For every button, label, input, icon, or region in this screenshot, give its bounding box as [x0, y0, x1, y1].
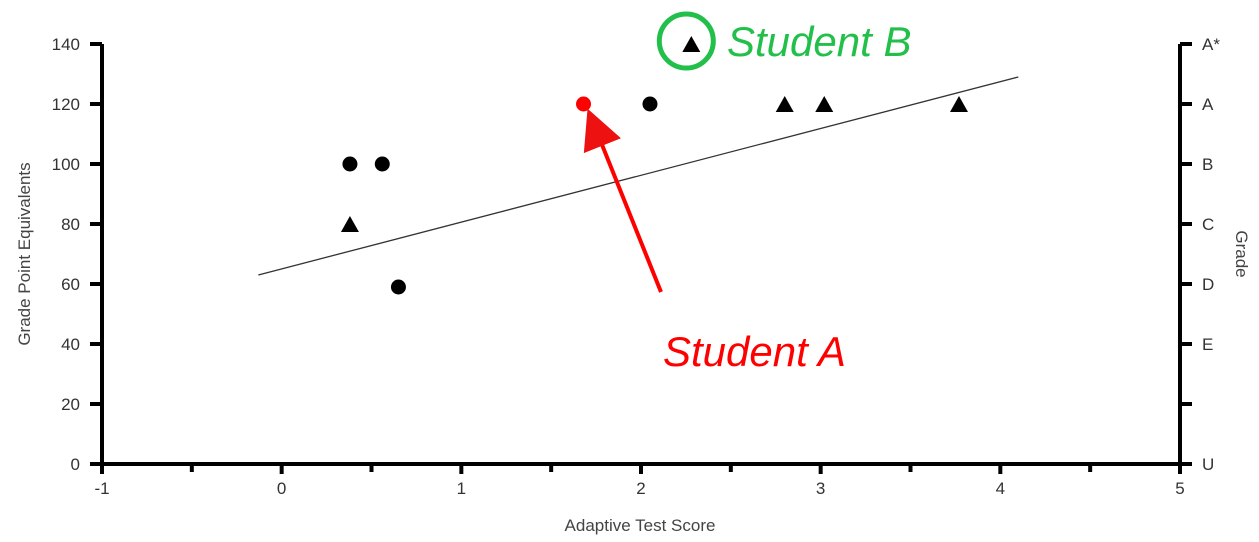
x-tick-label: 2 [636, 479, 645, 498]
x-tick-label: 0 [277, 479, 286, 498]
data-point-circle [576, 96, 592, 112]
y2-axis-title: Grade [1232, 230, 1251, 277]
trend-line [258, 76, 1019, 276]
y-tick-label: 0 [71, 455, 80, 474]
x-tick-label: 1 [457, 479, 466, 498]
student-a-arrow [583, 108, 663, 293]
x-tick-label: -1 [94, 479, 109, 498]
student-b-label: Student B [727, 18, 911, 65]
grade-tick-label: C [1202, 215, 1214, 234]
data-layer [258, 36, 1019, 295]
y-tick-label: 100 [52, 155, 80, 174]
y-tick-label: 120 [52, 95, 80, 114]
grade-tick-label: B [1202, 155, 1213, 174]
data-point-triangle [775, 96, 794, 112]
data-point-circle [374, 156, 390, 172]
y-axis-title: Grade Point Equivalents [15, 162, 34, 345]
grade-tick-label: A* [1202, 35, 1220, 54]
y-tick-label: 40 [61, 335, 80, 354]
grade-tick-label: D [1202, 275, 1214, 294]
x-axis-title: Adaptive Test Score [565, 516, 716, 535]
data-point-triangle [340, 216, 359, 232]
x-tick-label: 4 [996, 479, 1005, 498]
x-tick-label: 5 [1175, 479, 1184, 498]
data-point-triangle [682, 36, 701, 52]
data-point-triangle [950, 96, 969, 112]
data-point-circle [342, 156, 358, 172]
data-point-circle [390, 279, 406, 295]
grade-tick-label: A [1202, 95, 1214, 114]
data-point-circle [642, 96, 658, 112]
axes: -1 0 1 2 3 4 5 0 20 40 60 80 100 120 140 A* A B C D E U Adapti… [15, 35, 1251, 535]
x-tick-label: 3 [816, 479, 825, 498]
grade-tick-label: E [1202, 335, 1213, 354]
y-tick-label: 60 [61, 275, 80, 294]
grade-tick-label: U [1202, 455, 1214, 474]
y-tick-label: 20 [61, 395, 80, 414]
y-tick-label: 140 [52, 35, 80, 54]
student-a-label: Student A [663, 328, 846, 375]
student-b-circle [656, 11, 716, 71]
y-tick-label: 80 [61, 215, 80, 234]
annotation-layer: Student A Student B [583, 11, 911, 375]
data-point-triangle [815, 96, 834, 112]
